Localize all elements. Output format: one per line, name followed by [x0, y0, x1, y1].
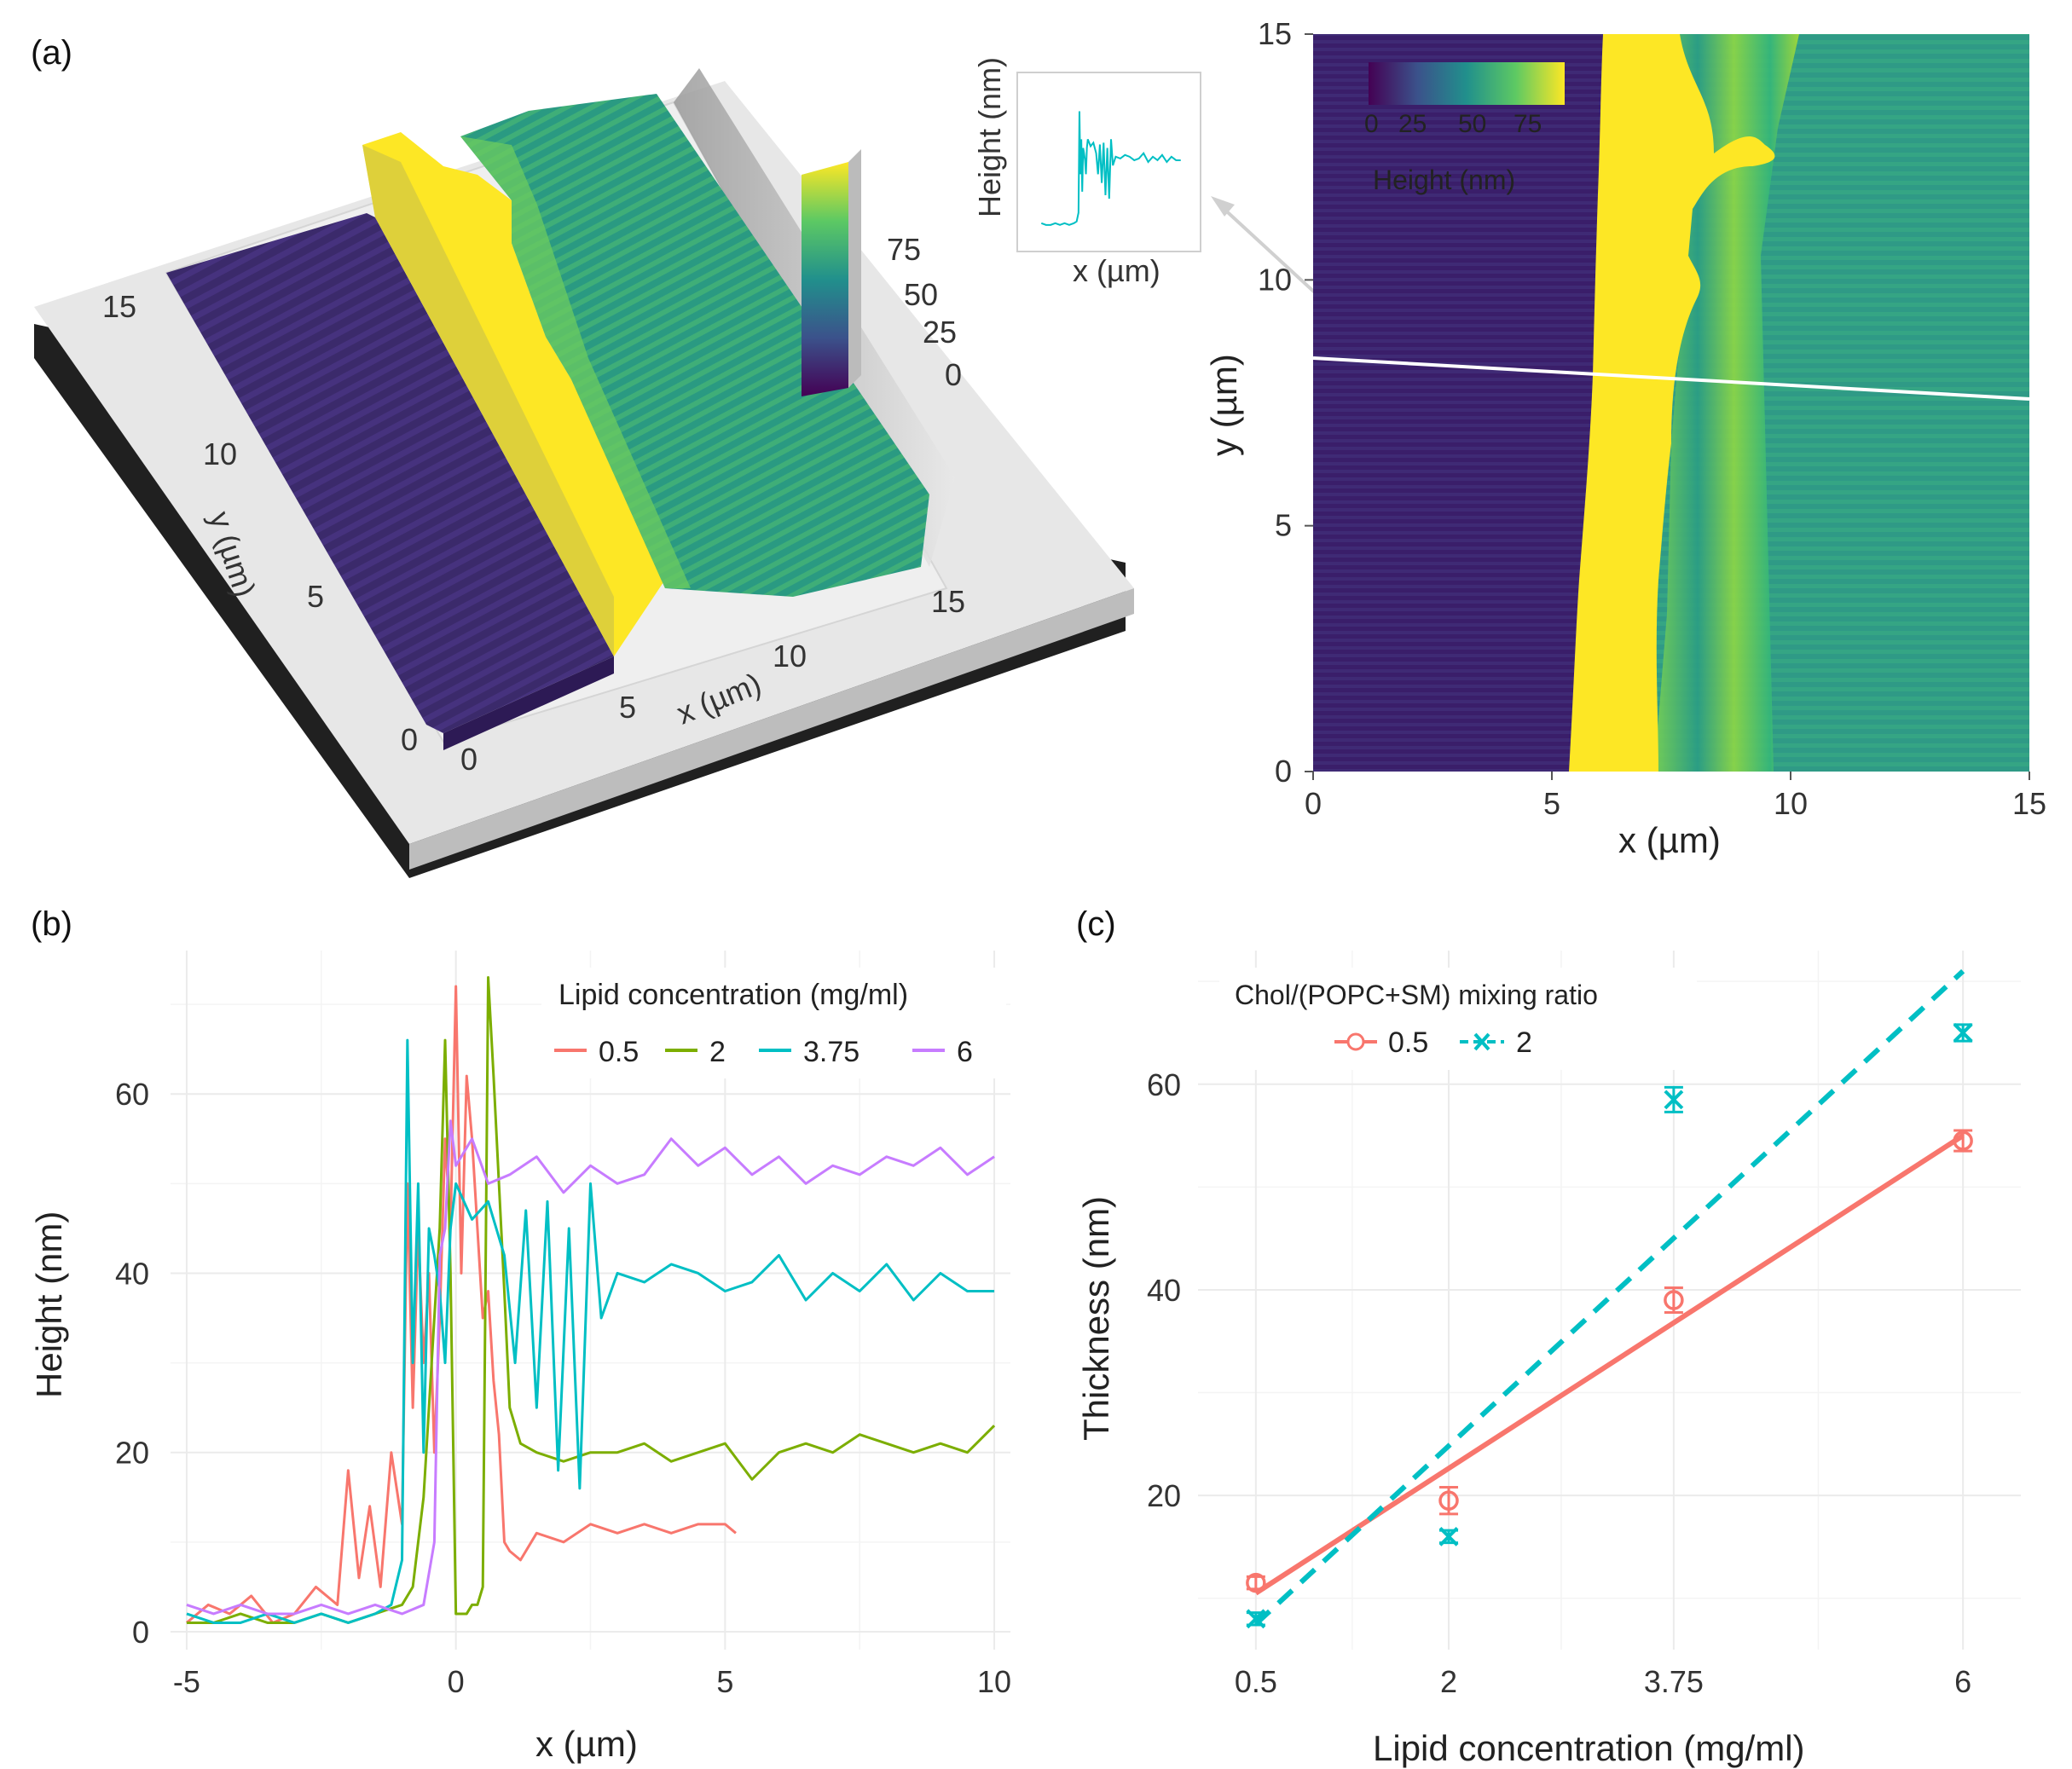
heatmap-colorbar-tick: 50	[1458, 110, 1486, 138]
panel-c-legend-title: Chol/(POPC+SM) mixing ratio	[1235, 980, 1598, 1010]
inset-xlabel: x (µm)	[1073, 253, 1160, 288]
inset-arrowhead	[1211, 196, 1235, 217]
heatmap-ytick-label: 5	[1275, 508, 1292, 543]
heatmap-colorbar-tick: 0	[1364, 110, 1379, 138]
heatmap-xtick-label: 0	[1305, 786, 1322, 821]
panel-c-xtick-label: 0.5	[1235, 1664, 1277, 1699]
panel-b-xtick-label: 10	[977, 1664, 1011, 1699]
a3d-ytick: 5	[307, 579, 324, 614]
surface-rim-shade	[362, 145, 614, 656]
heatmap-xtick-label: 10	[1774, 786, 1808, 821]
a3d-xtick: 0	[460, 742, 477, 777]
heatmap-colorbar-tick: 75	[1513, 110, 1542, 138]
panel-b-xlabel: x (µm)	[535, 1724, 638, 1764]
panel-b-legend-title: Lipid concentration (mg/ml)	[559, 979, 908, 1011]
slab-edge	[409, 588, 1134, 870]
surface-substrate	[166, 213, 614, 733]
panel-a-heatmap: 0 25 50 75 Height (nm) 0 5 10 15 0 5 10 15 x (µ…	[1204, 16, 2046, 860]
panel-c-legend-bg	[1219, 968, 1697, 1070]
heatmap-rim	[1569, 34, 1775, 772]
heatmap-xtick-label: 15	[2012, 786, 2046, 821]
colorbar-3d	[802, 162, 848, 396]
a3d-xtick: 10	[773, 639, 807, 673]
inset-ylabel: Height (nm)	[972, 57, 1007, 217]
panel-c-xlabel: Lipid concentration (mg/ml)	[1373, 1728, 1805, 1768]
heatmap-ytick-label: 0	[1275, 754, 1292, 789]
panel-b-legend-bg	[541, 968, 1006, 1078]
heatmap-substrate	[1313, 34, 1577, 772]
colorbar-3d-tick: 50	[904, 277, 938, 312]
panel-c-point-0.5	[1664, 1290, 1684, 1310]
panel-c-ytick-label: 40	[1147, 1273, 1181, 1308]
panel-c-ytick-label: 60	[1147, 1067, 1181, 1102]
panel-c-xtick-label: 6	[1954, 1664, 1971, 1699]
panel-b-xtick-label: 0	[448, 1664, 465, 1699]
colorbar-3d-tick: 0	[945, 357, 962, 392]
panel-c-legend-marker	[1473, 1032, 1490, 1051]
panel-c-point-0.5	[1438, 1490, 1459, 1511]
a3d-xtick: 5	[619, 690, 636, 725]
colorbar-3d-side	[848, 149, 861, 388]
panel-c-point-0.5	[1246, 1572, 1266, 1593]
panel-b-legend-label: 6	[957, 1036, 973, 1068]
panel-c-ytick-label: 20	[1147, 1478, 1181, 1513]
panel-c-ylabel: Thickness (nm)	[1076, 1196, 1116, 1441]
colorbar-3d-tick: 25	[923, 315, 957, 350]
a3d-ytick: 10	[203, 436, 237, 471]
inset-series-line	[1040, 111, 1181, 226]
heatmap-ylabel: y (µm)	[1204, 354, 1244, 456]
heatmap-colorbar-tick: 25	[1398, 110, 1427, 138]
panel-a-3d-surface: 0 25 50 75 15 10 5 0 y (µm) 0 5 10 15 x …	[34, 68, 1134, 878]
panel-label-c: (c)	[1076, 905, 1116, 943]
panel-c-fit-line-2	[1253, 968, 1965, 1627]
panel-b-series-6	[186, 1119, 995, 1616]
panel-b-xtick-label: -5	[173, 1664, 200, 1699]
heatmap-xlabel: x (µm)	[1618, 820, 1721, 860]
inset-frame	[1016, 72, 1201, 252]
panel-b-legend-label: 3.75	[803, 1036, 859, 1068]
panel-c-xtick-label: 3.75	[1644, 1664, 1704, 1699]
panel-b-legend-label: 0.5	[599, 1036, 639, 1068]
panel-label-a: (a)	[31, 34, 72, 72]
panel-b-ytick-label: 60	[115, 1077, 149, 1112]
panel-c-point-2	[1664, 1090, 1684, 1110]
surface-substrate-front	[443, 656, 614, 750]
heatmap-colorbar-title: Height (nm)	[1373, 165, 1515, 195]
panel-b-ylabel: Height (nm)	[29, 1211, 69, 1398]
a3d-xtick: 15	[931, 584, 965, 619]
colorbar-3d-tick: 75	[887, 232, 921, 267]
heatmap-xtick-label: 5	[1543, 786, 1560, 821]
panel-c-legend-marker	[1346, 1032, 1365, 1051]
panel-c-xtick-label: 2	[1440, 1664, 1457, 1699]
panel-b-ytick-label: 0	[132, 1615, 149, 1650]
inset-profile: Height (nm) x (µm)	[972, 57, 1201, 288]
panel-b-xtick-label: 5	[716, 1664, 733, 1699]
panel-c-scatter-chart: 0.5 2 3.75 6 20 40 60 Lipid concentration (mg/…	[1076, 951, 2021, 1768]
panel-b-ytick-label: 40	[115, 1256, 149, 1291]
panel-b-legend-label: 2	[709, 1036, 726, 1068]
panel-c-point-2	[1953, 1023, 1973, 1043]
panel-c-point-0.5	[1953, 1130, 1973, 1151]
panel-c-point-2	[1438, 1526, 1459, 1546]
panel-c-point-2	[1246, 1609, 1266, 1629]
panel-b-line-chart: -5 0 5 10 0 20 40 60 x (µm) Height (nm) Lipid c…	[29, 951, 1011, 1764]
panel-b-ytick-label: 20	[115, 1436, 149, 1471]
heatmap-colorbar	[1369, 62, 1565, 105]
panel-label-b: (b)	[31, 905, 72, 943]
a3d-ytick: 15	[102, 289, 136, 324]
surface-transition	[460, 136, 691, 588]
panel-b-series-2	[186, 976, 996, 1624]
profile-line	[1312, 356, 2030, 401]
surface-film	[460, 94, 929, 597]
panel-c-legend-label: 2	[1516, 1026, 1532, 1059]
heatmap-ytick-label: 10	[1258, 262, 1292, 297]
panel-c-legend-label: 0.5	[1388, 1026, 1428, 1059]
a3d-ytick: 0	[401, 722, 418, 757]
heatmap-ytick-label: 15	[1258, 16, 1292, 51]
